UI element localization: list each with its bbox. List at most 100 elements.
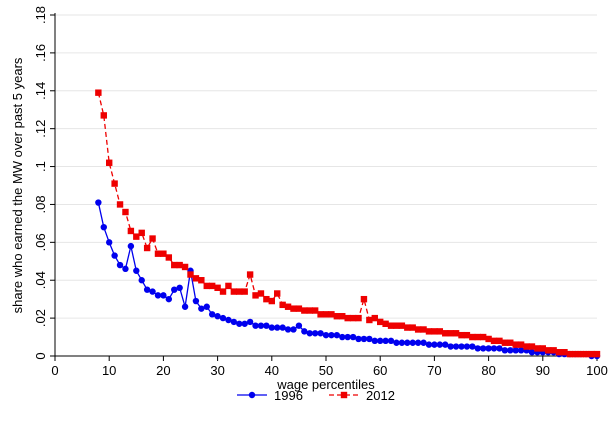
data-point-1996 xyxy=(279,324,286,331)
legend-label-2012: 2012 xyxy=(366,388,395,403)
data-point-2012 xyxy=(436,328,444,335)
series-2012 xyxy=(95,89,601,358)
data-point-2012 xyxy=(539,345,546,352)
data-point-1996 xyxy=(414,339,422,346)
data-point-2012 xyxy=(214,284,221,291)
data-point-1996 xyxy=(355,335,362,343)
data-point-2012 xyxy=(479,333,487,341)
data-point-2012 xyxy=(528,343,536,350)
data-point-2012 xyxy=(263,295,270,303)
data-point-2012 xyxy=(225,282,232,290)
data-point-1996 xyxy=(485,345,492,352)
x-tick-label: 70 xyxy=(427,363,441,378)
y-tick-label: .08 xyxy=(33,195,48,213)
data-point-2012 xyxy=(176,261,183,269)
data-point-2012 xyxy=(198,277,205,284)
data-point-1996 xyxy=(165,295,173,303)
data-point-1996 xyxy=(127,242,135,250)
data-point-2012 xyxy=(442,330,449,337)
data-point-1996 xyxy=(442,341,449,348)
data-point-2012 xyxy=(165,254,173,261)
legend: 1996 2012 xyxy=(237,388,395,403)
data-point-2012 xyxy=(236,288,243,295)
data-point-1996 xyxy=(116,261,124,269)
data-point-2012 xyxy=(447,330,454,337)
data-point-2012 xyxy=(322,311,330,318)
data-point-2012 xyxy=(425,328,433,335)
data-point-1996 xyxy=(469,343,476,350)
data-point-1996 xyxy=(138,277,145,284)
data-point-2012 xyxy=(469,333,476,341)
data-point-2012 xyxy=(545,347,552,354)
data-point-2012 xyxy=(474,333,481,341)
data-point-1996 xyxy=(317,330,324,337)
x-tick-label: 90 xyxy=(536,363,550,378)
x-tick-label: 60 xyxy=(373,363,387,378)
y-tick-label: .04 xyxy=(33,271,48,289)
data-point-1996 xyxy=(458,343,465,350)
data-point-2012 xyxy=(414,326,422,333)
data-point-1996 xyxy=(225,316,232,324)
data-point-2012 xyxy=(295,305,303,312)
data-point-2012 xyxy=(219,288,227,295)
data-point-2012 xyxy=(463,331,471,339)
data-point-2012 xyxy=(181,263,189,271)
y-axis-label: share who earned the MW over past 5 year… xyxy=(10,57,25,313)
x-tick-label: 10 xyxy=(102,363,116,378)
data-point-1996 xyxy=(301,328,308,335)
data-point-1996 xyxy=(230,318,238,326)
data-point-2012 xyxy=(431,328,438,335)
series-layer xyxy=(95,89,601,360)
y-tick-label: .18 xyxy=(33,6,48,24)
data-point-1996 xyxy=(295,322,303,329)
data-point-2012 xyxy=(517,341,525,348)
data-point-2012 xyxy=(284,303,292,310)
data-point-2012 xyxy=(301,307,308,314)
y-tick-label: .14 xyxy=(33,82,48,100)
data-point-2012 xyxy=(377,318,384,326)
data-point-2012 xyxy=(317,311,324,318)
data-point-2012 xyxy=(116,201,124,208)
x-tick-label: 50 xyxy=(319,363,333,378)
data-point-2012 xyxy=(588,350,595,358)
data-point-1996 xyxy=(425,341,433,348)
data-point-2012 xyxy=(577,350,584,358)
data-point-1996 xyxy=(339,333,346,341)
data-point-1996 xyxy=(344,333,351,341)
data-point-1996 xyxy=(236,320,243,327)
data-point-1996 xyxy=(387,337,395,345)
data-point-2012 xyxy=(344,314,351,322)
data-point-2012 xyxy=(306,307,313,314)
data-point-1996 xyxy=(528,349,536,356)
data-point-1996 xyxy=(517,347,525,354)
data-point-2012 xyxy=(339,313,346,320)
data-point-2012 xyxy=(485,335,492,343)
data-point-1996 xyxy=(447,343,454,350)
legend-item-2012: 2012 xyxy=(329,388,395,403)
data-point-2012 xyxy=(355,314,362,322)
data-point-1996 xyxy=(393,339,400,346)
x-tick-label: 100 xyxy=(586,363,608,378)
data-point-2012 xyxy=(371,314,378,322)
data-point-2012 xyxy=(122,208,129,216)
data-point-1996 xyxy=(306,330,313,337)
data-point-2012 xyxy=(257,290,265,297)
data-point-1996 xyxy=(507,347,514,354)
data-point-2012 xyxy=(534,345,541,352)
data-point-2012 xyxy=(192,275,200,282)
data-point-1996 xyxy=(382,337,389,345)
grid xyxy=(55,14,597,319)
y-tick-label: .1 xyxy=(33,161,48,172)
data-point-2012 xyxy=(409,324,416,331)
data-point-2012 xyxy=(106,159,113,166)
data-point-1996 xyxy=(349,333,357,341)
data-point-2012 xyxy=(279,301,286,309)
data-point-2012 xyxy=(387,322,395,329)
data-point-1996 xyxy=(268,324,275,331)
data-point-2012 xyxy=(555,349,563,356)
data-point-2012 xyxy=(572,350,579,358)
data-point-2012 xyxy=(187,271,194,278)
data-point-1996 xyxy=(219,314,227,322)
